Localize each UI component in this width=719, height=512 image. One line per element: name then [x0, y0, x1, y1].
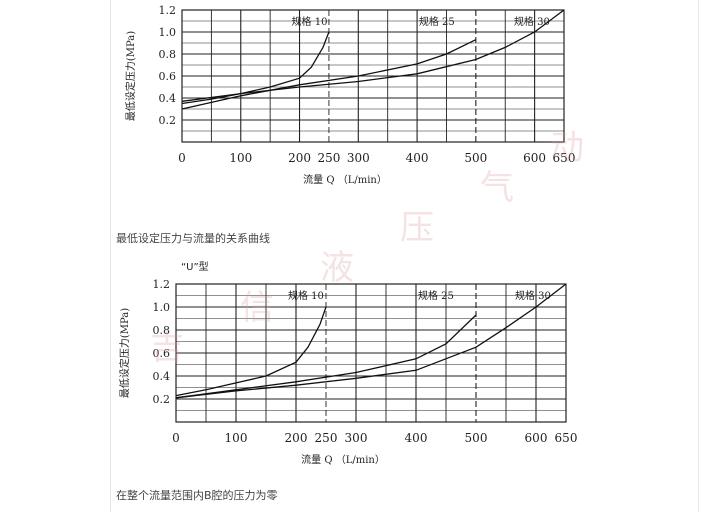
series-line	[175, 314, 477, 399]
x-tick-label: 250	[315, 431, 338, 445]
y-tick-label: 0.6	[153, 347, 171, 360]
y-tick-label: 0.4	[153, 370, 171, 383]
x-tick-label: 0	[172, 431, 180, 445]
x-tick-label: 500	[465, 431, 488, 445]
series-label: 规格 30	[514, 15, 550, 28]
y-tick-label: 0.6	[159, 70, 177, 83]
x-tick-label: 600	[523, 151, 546, 165]
y-tick-label: 1.0	[159, 26, 177, 39]
y-tick-label: 1.2	[159, 4, 177, 17]
series-label: 规格 25	[418, 289, 454, 302]
x-tick-label: 400	[406, 151, 429, 165]
y-tick-label: 0.8	[159, 48, 177, 61]
x-tick-label: 650	[555, 431, 578, 445]
series-line	[181, 39, 477, 110]
page-border-left	[110, 0, 111, 512]
x-tick-label: 650	[553, 151, 576, 165]
x-tick-label: 250	[317, 151, 340, 165]
x-tick-label: 300	[347, 151, 370, 165]
y-tick-label: 0.4	[159, 92, 177, 105]
series-label: 规格 30	[515, 289, 551, 302]
y-tick-label: 0.8	[153, 324, 171, 337]
chart-caption-top: 最低设定压力与流量的关系曲线	[116, 232, 270, 245]
x-tick-label: 100	[229, 151, 252, 165]
x-tick-label: 200	[288, 151, 311, 165]
chart-caption-bottom: 在整个流量范围内B腔的压力为零	[116, 489, 278, 502]
series-line	[181, 9, 565, 102]
u-type-label: “U”型	[181, 262, 209, 273]
series-line	[175, 283, 567, 399]
page-border-right	[698, 0, 699, 512]
y-axis-title: 最低设定压力(MPa)	[124, 31, 137, 121]
series-label: 规格 25	[419, 15, 455, 28]
flow-pressure-chart-bottom: 0 100 200 250 300 400 500 600 650 0.2 0.4 0.6 0.8 1.0…	[118, 278, 578, 466]
x-tick-label: 600	[525, 431, 548, 445]
series-line	[181, 31, 330, 105]
x-tick-label: 200	[285, 431, 308, 445]
x-axis-title: 流量 Q （L/min）	[301, 453, 385, 466]
y-axis-title: 最低设定压力(MPa)	[118, 308, 131, 398]
x-tick-label: 100	[225, 431, 248, 445]
y-tick-label: 1.2	[153, 278, 171, 291]
x-axis-title: 流量 Q （L/min）	[303, 173, 387, 186]
flow-pressure-chart-top: 0 100 200 250 300 400 500 600 650 0.2 0.4 0.6 0.8 1.0…	[124, 4, 576, 186]
x-tick-label: 400	[405, 431, 428, 445]
x-tick-label: 500	[464, 151, 487, 165]
series-line	[175, 306, 327, 397]
y-tick-label: 0.2	[159, 114, 177, 127]
series-label: 规格 10	[288, 289, 324, 302]
x-tick-label: 300	[345, 431, 368, 445]
y-tick-label: 0.2	[153, 393, 171, 406]
y-tick-label: 1.0	[153, 301, 171, 314]
series-label: 规格 10	[292, 15, 328, 28]
x-tick-label: 0	[178, 151, 186, 165]
